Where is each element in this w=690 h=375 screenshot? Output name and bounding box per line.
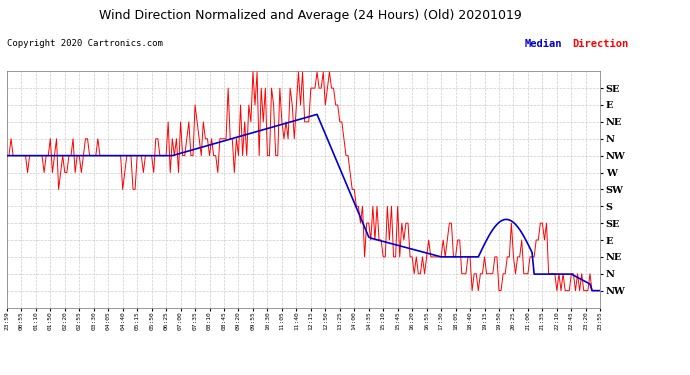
Text: Median: Median — [524, 39, 562, 50]
Text: Copyright 2020 Cartronics.com: Copyright 2020 Cartronics.com — [7, 39, 163, 48]
Text: Wind Direction Normalized and Average (24 Hours) (Old) 20201019: Wind Direction Normalized and Average (2… — [99, 9, 522, 22]
Text: Direction: Direction — [573, 39, 629, 50]
